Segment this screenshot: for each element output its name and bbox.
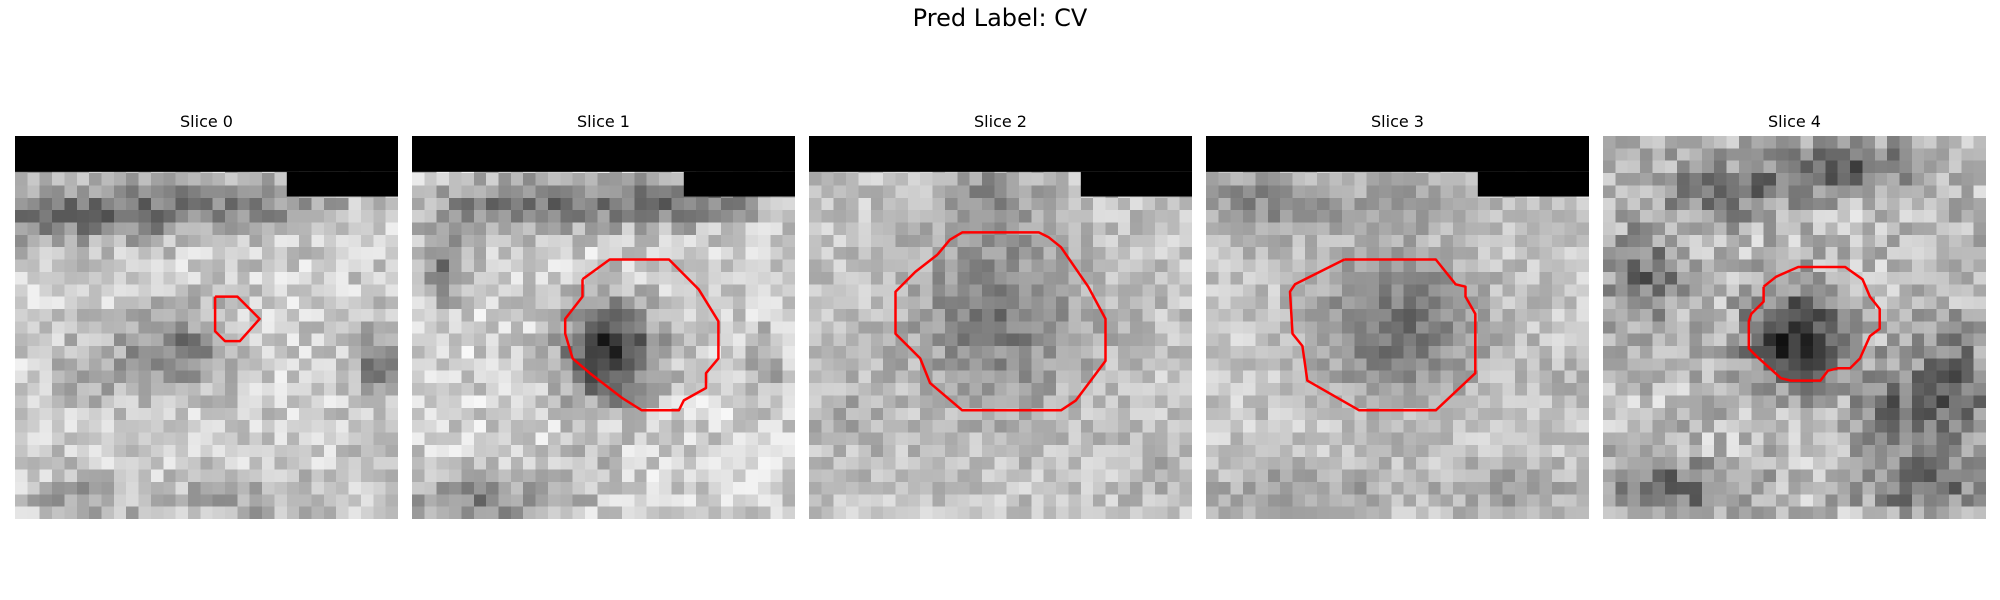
slice-2-canvas — [809, 136, 1192, 519]
slice-0-canvas — [15, 136, 398, 519]
slice-3-pixels — [1206, 136, 1589, 519]
slice-0-image — [15, 136, 398, 519]
slice-1-image — [412, 136, 795, 519]
slice-1-title: Slice 1 — [577, 112, 630, 131]
slice-3-image — [1206, 136, 1589, 519]
slice-2-title: Slice 2 — [974, 112, 1027, 131]
slice-4-image — [1603, 136, 1986, 519]
slice-4-pixels — [1603, 136, 1986, 519]
slice-3-padding-region-0 — [1206, 136, 1589, 172]
slice-3-padding-region-1 — [1477, 171, 1589, 197]
slice-4-canvas — [1603, 136, 1986, 519]
slice-4-title: Slice 4 — [1768, 112, 1821, 131]
slice-2-padding-region-1 — [1080, 171, 1192, 197]
slice-0-title: Slice 0 — [180, 112, 233, 131]
slice-1-padding-region-0 — [412, 136, 795, 172]
slice-0-contour — [213, 295, 261, 343]
figure-title: Pred Label: CV — [912, 4, 1088, 32]
slice-1-canvas — [412, 136, 795, 519]
slice-2-contour — [894, 231, 1107, 412]
slice-0-padding-region-1 — [286, 171, 398, 197]
slice-2-image — [809, 136, 1192, 519]
slice-4-contour — [1747, 265, 1881, 382]
slice-3-title: Slice 3 — [1371, 112, 1424, 131]
slice-1-padding-region-1 — [683, 171, 795, 197]
slice-3-contour — [1288, 258, 1477, 412]
slice-3-canvas — [1206, 136, 1589, 519]
slice-1-contour — [563, 258, 720, 412]
slice-2-padding-region-0 — [809, 136, 1192, 172]
slice-0-padding-region-0 — [15, 136, 398, 172]
